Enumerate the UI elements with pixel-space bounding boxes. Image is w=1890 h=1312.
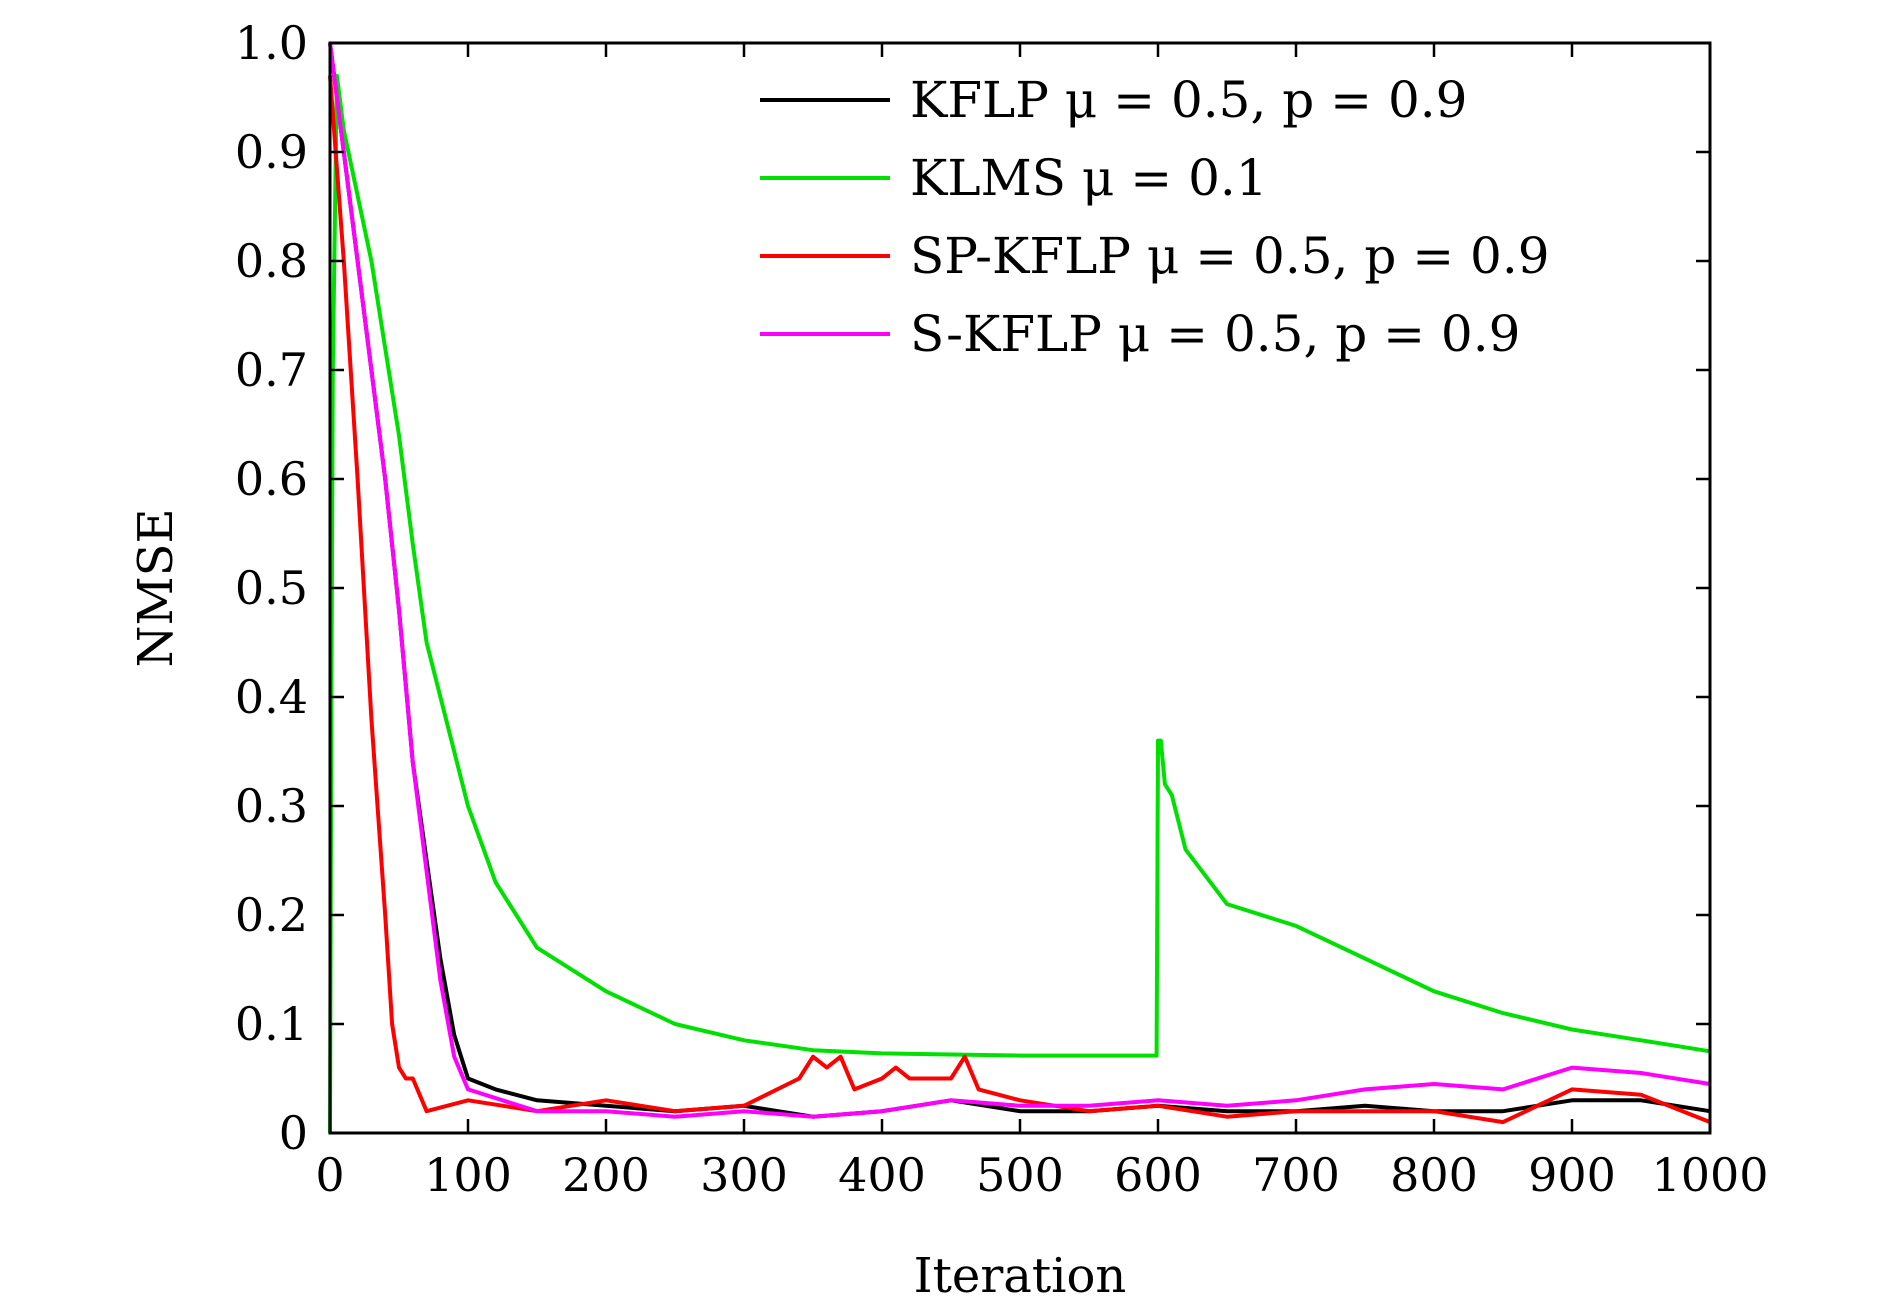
x-tick-label: 200 <box>562 1148 650 1202</box>
y-tick-label: 0.3 <box>235 779 308 833</box>
x-tick-label: 500 <box>976 1148 1064 1202</box>
ticks-layer: 0 100 200 300 400 500 600 700 800 900 1000 0 0.1 0.2 0… <box>235 16 1769 1202</box>
series-line-2 <box>328 75 1711 1125</box>
y-tick-label: 0.1 <box>235 997 308 1051</box>
legend-label-1: KLMS μ = 0.1 <box>910 149 1268 207</box>
legend-label-2: SP-KFLP μ = 0.5, p = 0.9 <box>910 227 1550 285</box>
y-tick-label: 0.8 <box>235 234 308 288</box>
series-line-3 <box>328 42 1711 1119</box>
series-line-1 <box>328 73 1711 1134</box>
y-tick-label: 0.9 <box>235 125 308 179</box>
x-tick-label: 300 <box>700 1148 788 1202</box>
y-tick-label: 0 <box>279 1106 308 1160</box>
y-tick-label: 0.2 <box>235 888 308 942</box>
legend: KFLP μ = 0.5, p = 0.9 KLMS μ = 0.1 SP-KFLP… <box>760 71 1550 363</box>
y-tick-label: 0.7 <box>235 343 308 397</box>
x-tick-label: 400 <box>838 1148 926 1202</box>
x-tick-label: 600 <box>1114 1148 1202 1202</box>
y-tick-label: 0.6 <box>235 452 308 506</box>
series-layer <box>328 42 1711 1134</box>
x-tick-label: 800 <box>1390 1148 1478 1202</box>
x-tick-label: 900 <box>1528 1148 1616 1202</box>
x-tick-label: 100 <box>424 1148 512 1202</box>
y-tick-label: 0.4 <box>235 670 308 724</box>
x-tick-label: 0 <box>315 1148 344 1202</box>
x-axis-title: Iteration <box>914 1248 1127 1304</box>
legend-label-0: KFLP μ = 0.5, p = 0.9 <box>910 71 1467 129</box>
y-tick-label: 1.0 <box>235 16 308 70</box>
x-tick-label: 1000 <box>1651 1148 1768 1202</box>
y-axis-title: NMSE <box>128 508 184 667</box>
y-tick-label: 0.5 <box>235 561 308 615</box>
legend-label-3: S-KFLP μ = 0.5, p = 0.9 <box>910 305 1520 363</box>
x-tick-label: 700 <box>1252 1148 1340 1202</box>
